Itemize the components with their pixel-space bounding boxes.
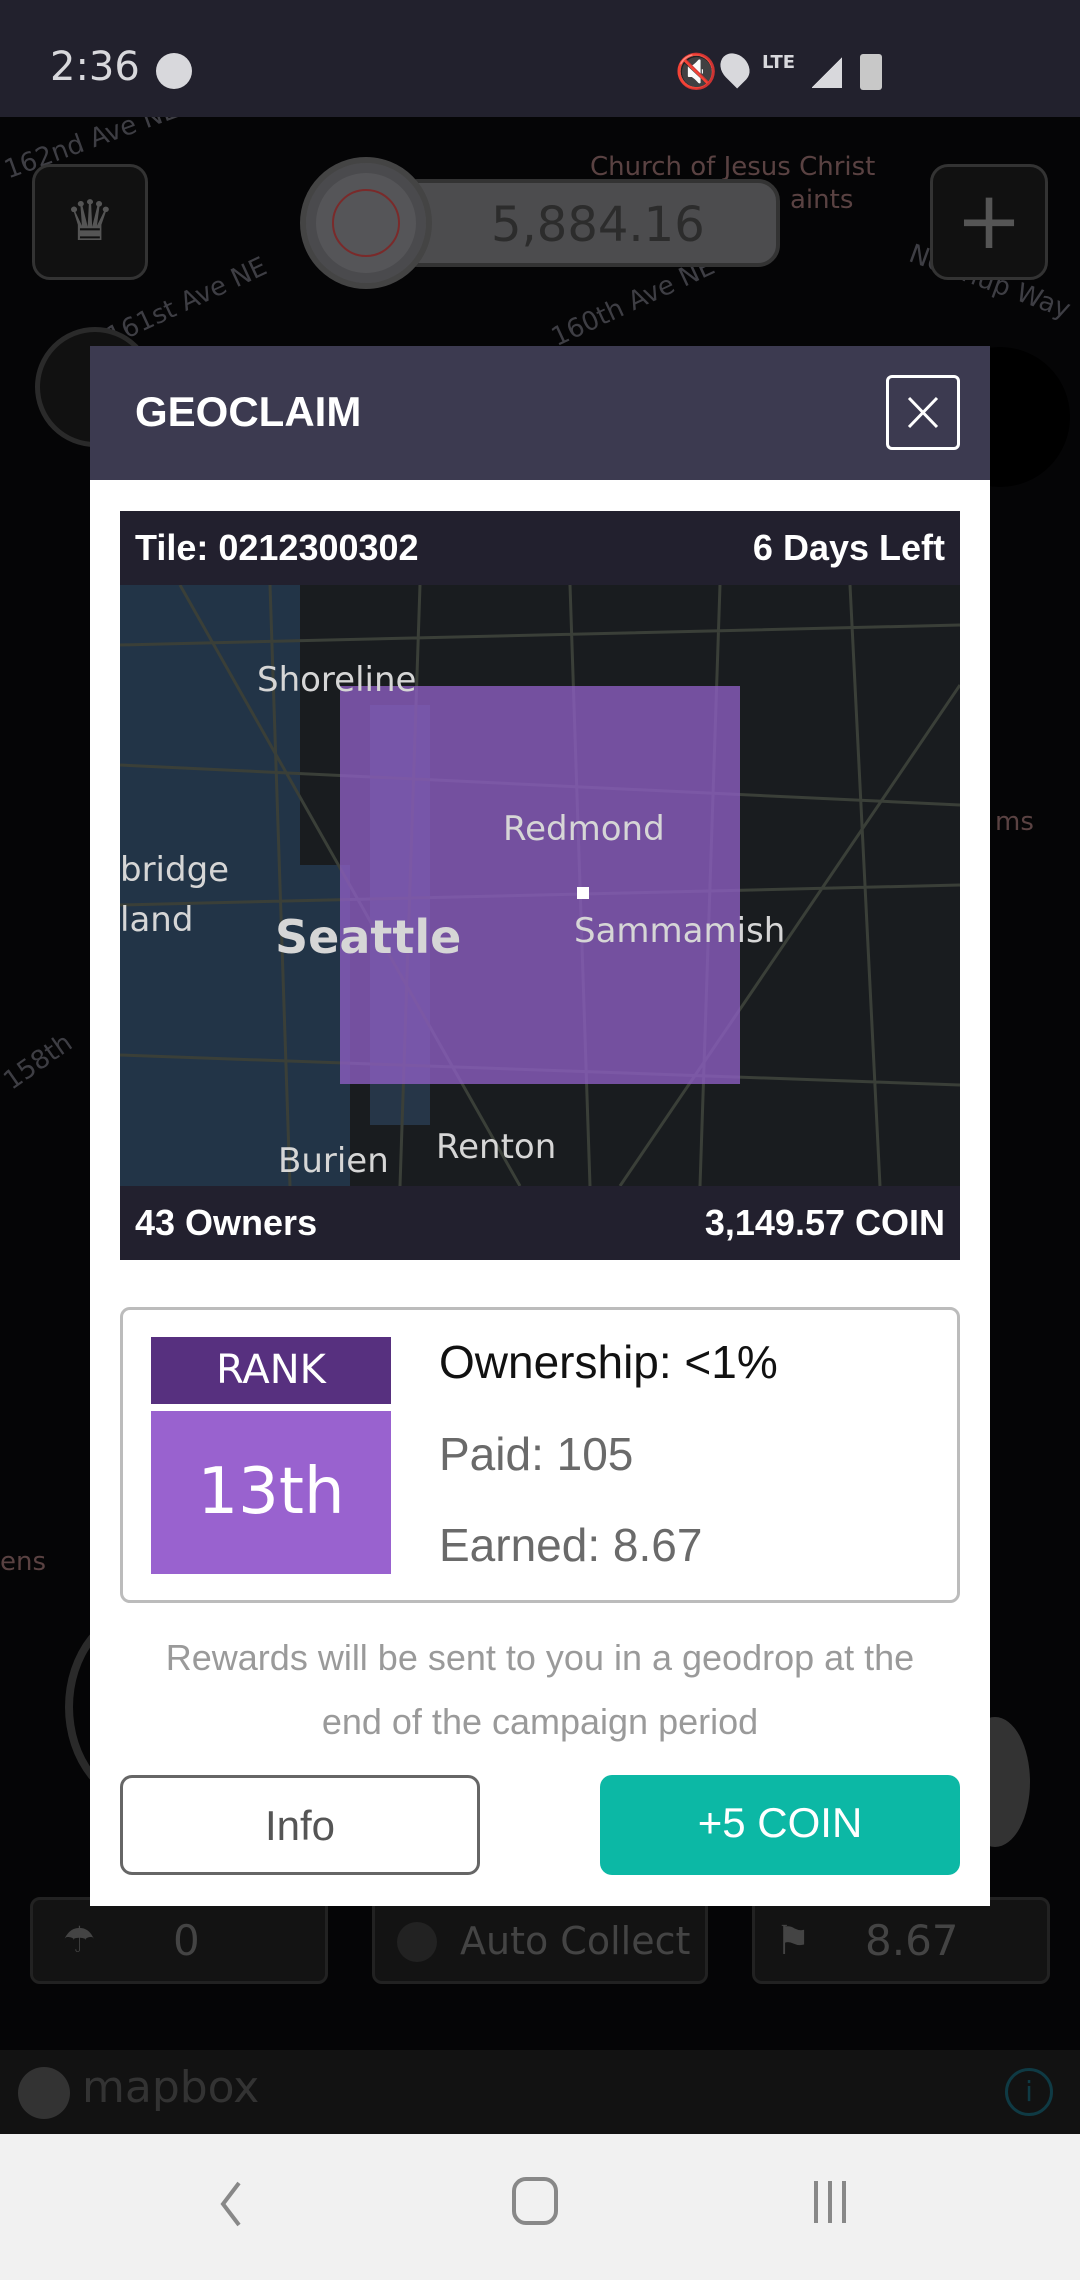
plus-icon: + <box>955 174 1023 267</box>
drops-button[interactable]: ☂ 0 <box>30 1897 328 1984</box>
rank-label: RANK <box>151 1337 391 1404</box>
drops-count: 0 <box>173 1916 200 1965</box>
location-icon <box>714 47 756 89</box>
map-label: bridge <box>120 850 230 890</box>
close-icon <box>907 396 939 429</box>
toggle-icon <box>397 1922 437 1962</box>
back-icon[interactable] <box>215 2179 245 2229</box>
home-icon[interactable] <box>512 2177 558 2225</box>
poi-label: aints <box>790 185 854 215</box>
coin-icon <box>300 157 432 289</box>
rank-panel: RANK 13th Ownership: <1% Paid: 105 Earne… <box>120 1307 960 1603</box>
poi-label: Church of Jesus Christ <box>590 152 876 182</box>
lte-label: LTE <box>762 52 796 73</box>
earned: Earned: 8.67 <box>439 1519 703 1571</box>
rewards-line: end of the campaign period <box>321 1701 759 1742</box>
tile-footer: 43 Owners 3,149.57 COIN <box>120 1186 960 1260</box>
claimed-tile-overlay <box>340 686 740 1084</box>
flags-value: 8.67 <box>865 1916 959 1965</box>
system-nav-bar <box>0 2134 1080 2280</box>
flags-button[interactable]: ⚑ 8.67 <box>752 1897 1050 1984</box>
tile-map[interactable]: Shoreline Redmond Seattle Sammamish brid… <box>120 585 960 1186</box>
mapbox-logo-icon <box>18 2067 70 2119</box>
recents-icon[interactable] <box>812 2179 848 2225</box>
add-button[interactable]: + <box>930 164 1048 280</box>
battery-icon <box>860 54 882 90</box>
days-left: 6 Days Left <box>752 527 945 568</box>
owners-count: 43 Owners <box>135 1202 318 1243</box>
mapbox-bar: mapbox i <box>0 2050 1080 2134</box>
poi-label: ms <box>995 807 1034 837</box>
rank-value: 13th <box>151 1411 391 1574</box>
status-bar: 2:36 🔇 LTE <box>0 0 1080 117</box>
attribution-info-icon[interactable]: i <box>1005 2068 1053 2116</box>
flag-icon: ⚑ <box>775 1918 811 1964</box>
map-label: Redmond <box>503 809 665 849</box>
map-label: land <box>120 900 194 940</box>
poi-label: ens <box>0 1547 47 1577</box>
info-button[interactable]: Info <box>120 1775 480 1875</box>
add-coin-button[interactable]: +5 COIN <box>600 1775 960 1875</box>
status-time: 2:36 <box>50 44 140 90</box>
balance-value: 5,884.16 <box>491 197 705 253</box>
auto-collect-label: Auto Collect <box>460 1919 691 1963</box>
mapbox-logo: mapbox <box>82 2062 260 2113</box>
close-button[interactable] <box>886 375 960 450</box>
balance-pill[interactable]: 5,884.16 <box>395 179 780 267</box>
map-label: Sammamish <box>574 911 786 951</box>
street-label: 158th <box>0 1027 79 1097</box>
tile-coin-total: 3,149.57 COIN <box>704 1202 945 1243</box>
crown-icon: ♛ <box>64 189 116 254</box>
paid: Paid: 105 <box>439 1428 634 1480</box>
spotify-icon <box>156 53 192 89</box>
leaderboard-button[interactable]: ♛ <box>32 164 148 280</box>
parachute-icon: ☂ <box>63 1920 96 1961</box>
map-label: Renton <box>436 1127 557 1167</box>
ownership: Ownership: <1% <box>439 1336 778 1388</box>
tile-header: Tile: 0212300302 6 Days Left <box>120 511 960 585</box>
auto-collect-button[interactable]: Auto Collect <box>372 1897 708 1984</box>
geoclaim-modal: GEOCLAIM Tile: 0212300302 6 Days Left Sh… <box>90 346 990 1906</box>
map-label: Seattle <box>275 910 462 964</box>
mute-icon: 🔇 <box>675 52 718 92</box>
modal-title: GEOCLAIM <box>135 388 362 435</box>
map-label: Burien <box>278 1141 389 1181</box>
modal-header: GEOCLAIM <box>90 346 990 480</box>
rewards-line: Rewards will be sent to you in a geodrop… <box>165 1637 915 1678</box>
signal-icon <box>812 56 842 88</box>
tile-center-marker <box>577 887 589 899</box>
tile-card: Tile: 0212300302 6 Days Left Shoreline R… <box>120 511 960 1260</box>
map-label: Shoreline <box>257 660 417 700</box>
rewards-note: Rewards will be sent to you in a geodrop… <box>90 1626 990 1754</box>
tile-id: Tile: 0212300302 <box>135 527 419 568</box>
water <box>250 865 350 1186</box>
